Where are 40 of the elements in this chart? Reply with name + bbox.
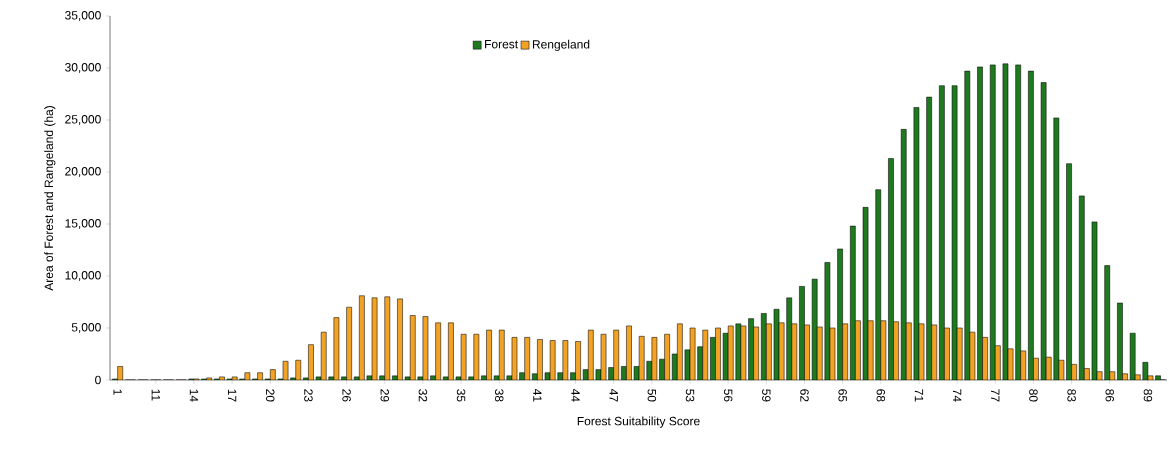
x-tick-label: 17 bbox=[227, 389, 237, 402]
x-tick-label: 50 bbox=[647, 389, 657, 402]
x-tick-label: 29 bbox=[380, 389, 389, 402]
x-tick-label: 23 bbox=[304, 389, 313, 402]
y-tick-label: 30,000 bbox=[65, 63, 101, 73]
x-axis-title: Forest Suitability Score bbox=[577, 416, 700, 428]
x-tick-label: 83 bbox=[1067, 389, 1076, 402]
y-axis-title: Area of Forest and Rangeland (ha) bbox=[44, 106, 56, 291]
y-tick-label: 25,000 bbox=[65, 115, 101, 125]
x-tick-label: 14 bbox=[189, 389, 199, 402]
x-tick-label: 68 bbox=[876, 389, 886, 402]
x-tick-label: 86 bbox=[1105, 389, 1115, 402]
y-tick-label: 10,000 bbox=[65, 271, 101, 281]
x-tick-label: 74 bbox=[953, 389, 962, 402]
x-tick-label: 59 bbox=[762, 389, 771, 402]
x-tick-label: 20 bbox=[266, 389, 275, 402]
x-tick-label: 38 bbox=[494, 389, 504, 402]
x-tick-label: 89 bbox=[1143, 389, 1153, 402]
x-tick-label: 11 bbox=[151, 389, 160, 401]
y-tick-label: 35,000 bbox=[65, 11, 101, 21]
x-tick-label: 44 bbox=[571, 388, 580, 402]
legend-label: Rengeland bbox=[532, 39, 590, 51]
x-tick-label: 56 bbox=[723, 389, 733, 402]
x-tick-label: 77 bbox=[991, 389, 1000, 402]
x-tick-label: 71 bbox=[914, 389, 924, 402]
y-tick-label: 15,000 bbox=[65, 219, 101, 229]
y-tick-label: 20,000 bbox=[65, 167, 101, 177]
x-tick-label: 53 bbox=[685, 389, 695, 402]
y-tick-label: 5,000 bbox=[71, 323, 101, 333]
x-tick-label: 80 bbox=[1029, 389, 1038, 402]
legend-label: Forest bbox=[485, 40, 519, 49]
x-tick-label: 35 bbox=[456, 389, 466, 402]
x-tick-label: 62 bbox=[800, 389, 809, 402]
x-tick-label: 41 bbox=[533, 388, 542, 402]
x-tick-label: 65 bbox=[838, 389, 847, 402]
y-tick-label: 0 bbox=[95, 375, 101, 385]
x-tick-label: 32 bbox=[418, 389, 428, 402]
x-tick-label: 26 bbox=[342, 389, 351, 402]
x-tick-label: 1 bbox=[113, 389, 122, 395]
x-tick-label: 47 bbox=[609, 388, 618, 402]
